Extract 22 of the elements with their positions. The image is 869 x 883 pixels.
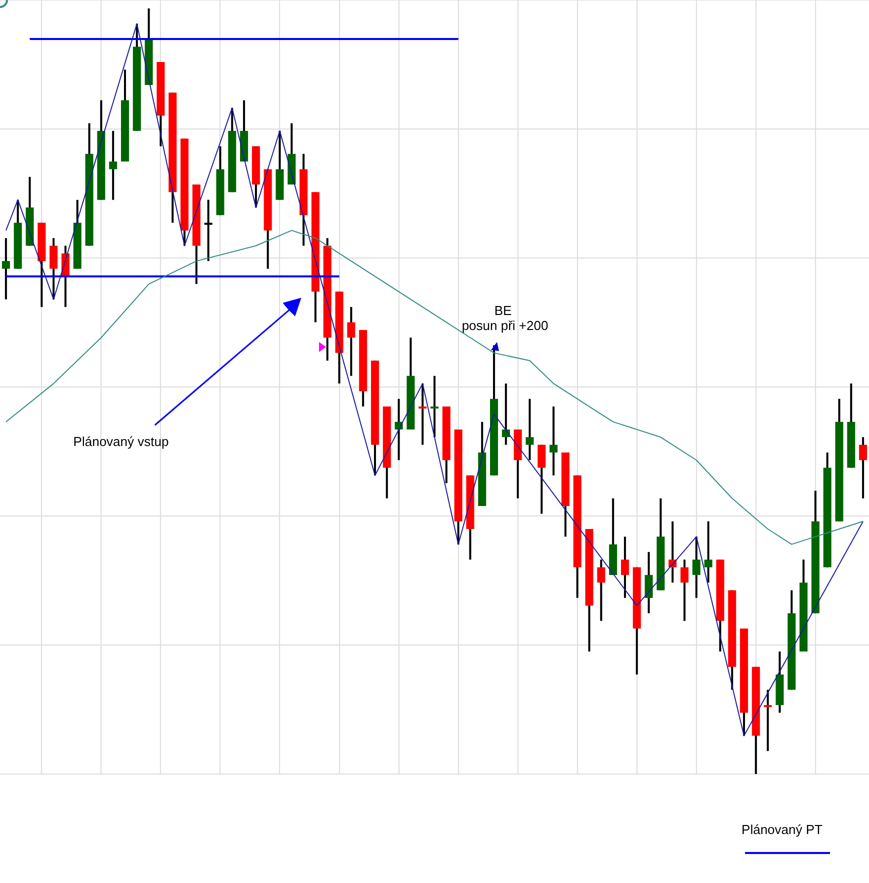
candlestick — [644, 550, 653, 614]
candlestick — [597, 558, 606, 622]
annotation: BE — [494, 303, 512, 318]
candlestick — [418, 382, 427, 446]
candlestick — [764, 688, 772, 752]
annotation: posun při +200 — [462, 318, 548, 333]
candlestick — [109, 130, 118, 201]
candlestick — [620, 536, 629, 599]
candlestick — [2, 237, 10, 300]
candlestick — [50, 237, 58, 300]
candlestick — [680, 558, 688, 622]
candlestick — [550, 406, 558, 476]
candlestick — [347, 306, 356, 377]
candlestick — [538, 444, 546, 515]
candlestick — [859, 436, 868, 500]
candlestick — [526, 398, 534, 462]
annotation: Plánovaný vstup — [73, 434, 169, 449]
candlestick — [204, 198, 212, 262]
candlestick — [430, 374, 438, 438]
candlestick — [704, 520, 712, 584]
text: Plánovaný PT — [742, 822, 822, 837]
candlestick — [692, 536, 700, 599]
